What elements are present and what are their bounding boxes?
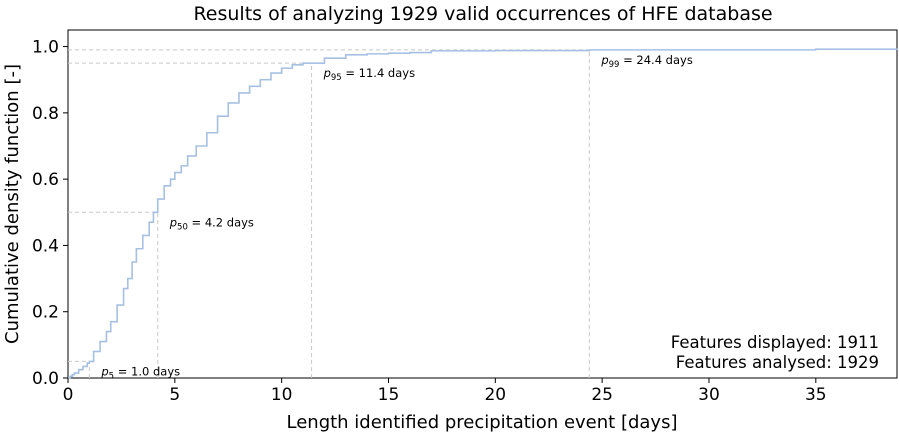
x-tick-label: 30 [698,385,720,405]
y-tick-label: 0.8 [32,104,59,124]
percentile-labels: p5 = 1.0 days p50 = 4.2 days p95 = 11.4 da… [100,53,692,382]
y-tick-label: 0.2 [32,303,59,323]
x-tick-label: 0 [63,385,74,405]
x-tick-label: 5 [169,385,180,405]
x-axis-label: Length identified precipitation event [d… [287,412,678,433]
cdf-series [68,48,898,379]
x-tick-label: 15 [378,385,400,405]
percentile-label: p50 = 4.2 days [169,215,254,232]
annotation-features-analysed: Features analysed: 1929 [676,353,879,372]
annotation-features-displayed: Features displayed: 1911 [671,333,879,352]
y-tick-label: 0.4 [32,236,59,256]
percentile-label: p5 = 1.0 days [100,364,180,381]
x-tick-label: 20 [484,385,506,405]
plot-area [67,29,898,379]
x-axis-ticks: 0 5 10 15 20 25 30 35 [63,378,827,405]
y-tick-label: 0.6 [32,170,59,190]
y-tick-label: 1.0 [32,38,59,58]
chart-title: Results of analyzing 1929 valid occurren… [193,3,772,25]
percentile-guides [68,49,590,378]
percentile-label: p99 = 24.4 days [600,53,693,70]
percentile-label: p95 = 11.4 days [323,66,416,83]
x-tick-label: 35 [805,385,827,405]
x-tick-label: 25 [591,385,613,405]
y-axis-label: Cumulative density function [-] [2,64,23,344]
y-tick-label: 0.0 [32,369,59,389]
y-axis-ticks: 0.0 0.2 0.4 0.6 0.8 1.0 [32,38,68,389]
cdf-step-line [68,48,898,379]
x-tick-label: 10 [271,385,293,405]
